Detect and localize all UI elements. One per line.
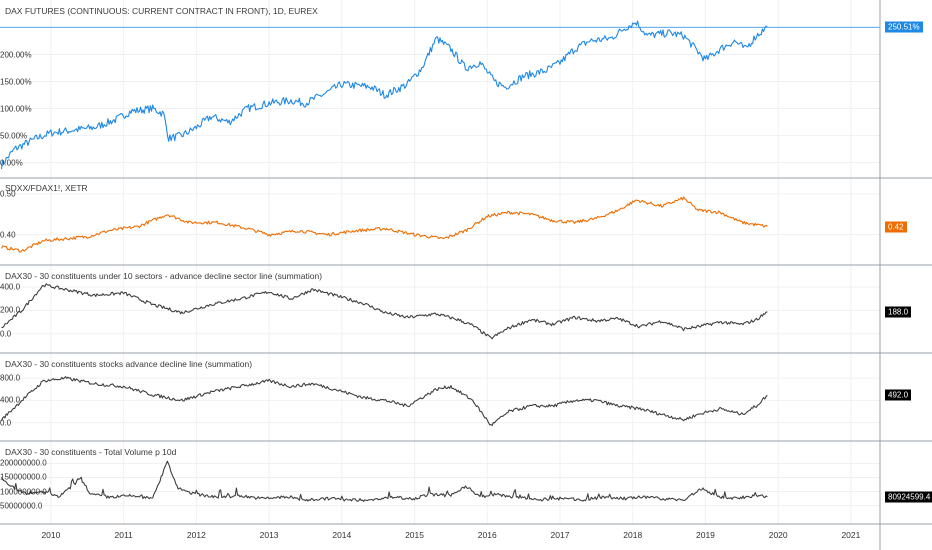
pane-title-total-volume: DAX30 - 30 constituents - Total Volume p… (5, 447, 177, 457)
x-tick-label: 2013 (259, 530, 279, 540)
y-tick-label: 0.0 (0, 329, 12, 339)
y-tick-label: 200000000.0 (0, 458, 47, 468)
series-line-pane-4 (1, 460, 768, 502)
x-tick-label: 2011 (114, 530, 133, 540)
x-tick-label: 2010 (41, 530, 61, 540)
y-tick-label: 0.40 (0, 230, 16, 240)
y-tick-label: 400.0 (0, 282, 21, 292)
y-tick-label: 100000000.0 (0, 487, 47, 497)
last-value-badge: 80924599.4 (885, 491, 932, 503)
x-tick-label: 2018 (623, 530, 643, 540)
y-tick-label: 150.00% (0, 77, 32, 87)
y-tick-label: 200.00% (0, 50, 32, 60)
y-tick-label: 0.0 (0, 418, 12, 428)
x-tick-label: 2017 (550, 530, 570, 540)
x-tick-label: 2021 (841, 530, 861, 540)
x-tick-label: 2012 (186, 530, 206, 540)
y-tick-label: 50000000.0 (0, 501, 43, 511)
pane-title-sector-ad-line: DAX30 - 30 constituents under 10 sectors… (5, 271, 323, 281)
series-line-pane-0 (0, 20, 768, 170)
x-tick-label: 2019 (695, 530, 715, 540)
last-value-badge: 0.42 (885, 221, 907, 233)
y-tick-label: 0.50 (0, 189, 16, 199)
last-value-badge: 188.0 (885, 306, 912, 318)
pane-title-sdxx-ratio: SDXX/FDAX1!, XETR (5, 183, 88, 193)
y-tick-label: 800.0 (0, 373, 21, 383)
y-tick-label: 400.0 (0, 395, 21, 405)
pane-title-stocks-ad-line: DAX30 - 30 constituents stocks advance d… (5, 359, 253, 369)
pane-title-dax-futures: DAX FUTURES (CONTINUOUS: CURRENT CONTRAC… (5, 6, 318, 16)
x-tick-label: 2016 (477, 530, 497, 540)
y-tick-label: 0.00% (0, 158, 23, 168)
last-value-badge: 492.0 (885, 389, 912, 401)
series-line-pane-1 (1, 196, 768, 253)
y-tick-label: 50.00% (0, 131, 28, 141)
x-tick-label: 2015 (405, 530, 424, 540)
y-tick-label: 200.0 (0, 305, 21, 315)
last-value-badge: 250.51% (885, 21, 923, 33)
y-tick-label: 150000000.0 (0, 472, 47, 482)
x-tick-label: 2014 (332, 530, 352, 540)
x-tick-label: 2020 (768, 530, 788, 540)
series-line-pane-2 (1, 283, 768, 340)
y-tick-label: 100.00% (0, 104, 32, 114)
series-line-pane-3 (0, 376, 768, 427)
